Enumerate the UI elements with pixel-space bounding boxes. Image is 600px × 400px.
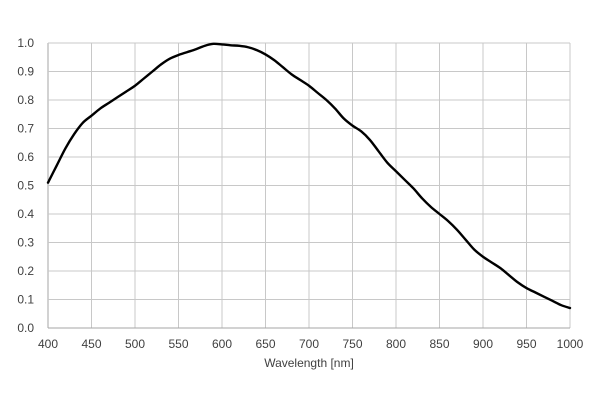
x-tick-label: 500 xyxy=(125,337,145,351)
y-tick-label: 0.3 xyxy=(17,236,34,250)
y-tick-label: 0.4 xyxy=(17,207,34,221)
x-tick-label: 850 xyxy=(429,337,449,351)
y-tick-label: 1.0 xyxy=(17,36,34,50)
y-tick-label: 0.0 xyxy=(17,321,34,335)
horizontal-gridlines xyxy=(48,42,570,329)
y-axis-tick-labels: 0.0 0.1 0.2 0.3 0.4 0.5 0.6 0.7 0.8 0.9 1.0 xyxy=(17,36,34,335)
y-tick-label: 0.1 xyxy=(17,293,34,307)
series-layer xyxy=(46,42,572,310)
x-tick-label: 950 xyxy=(516,337,536,351)
y-tick-label: 0.6 xyxy=(17,150,34,164)
x-tick-label: 700 xyxy=(299,337,319,351)
y-tick-label: 0.8 xyxy=(17,93,34,107)
x-tick-label: 400 xyxy=(38,337,58,351)
x-tick-label: 900 xyxy=(473,337,493,351)
x-tick-label: 800 xyxy=(386,337,406,351)
x-axis-title: Wavelength [nm] xyxy=(264,356,354,370)
x-tick-label: 450 xyxy=(81,337,101,351)
x-axis-tick-labels: 400 450 500 550 600 650 700 750 800 850 900 950 1000 xyxy=(38,337,584,351)
x-tick-label: 600 xyxy=(212,337,232,351)
y-tick-label: 0.9 xyxy=(17,65,34,79)
x-tick-label: 650 xyxy=(255,337,275,351)
y-tick-label: 0.7 xyxy=(17,122,34,136)
x-tick-label: 750 xyxy=(342,337,362,351)
series-line xyxy=(46,42,572,310)
x-tick-label: 1000 xyxy=(557,337,584,351)
y-tick-label: 0.5 xyxy=(17,179,34,193)
x-tick-label: 550 xyxy=(168,337,188,351)
y-tick-label: 0.2 xyxy=(17,264,34,278)
